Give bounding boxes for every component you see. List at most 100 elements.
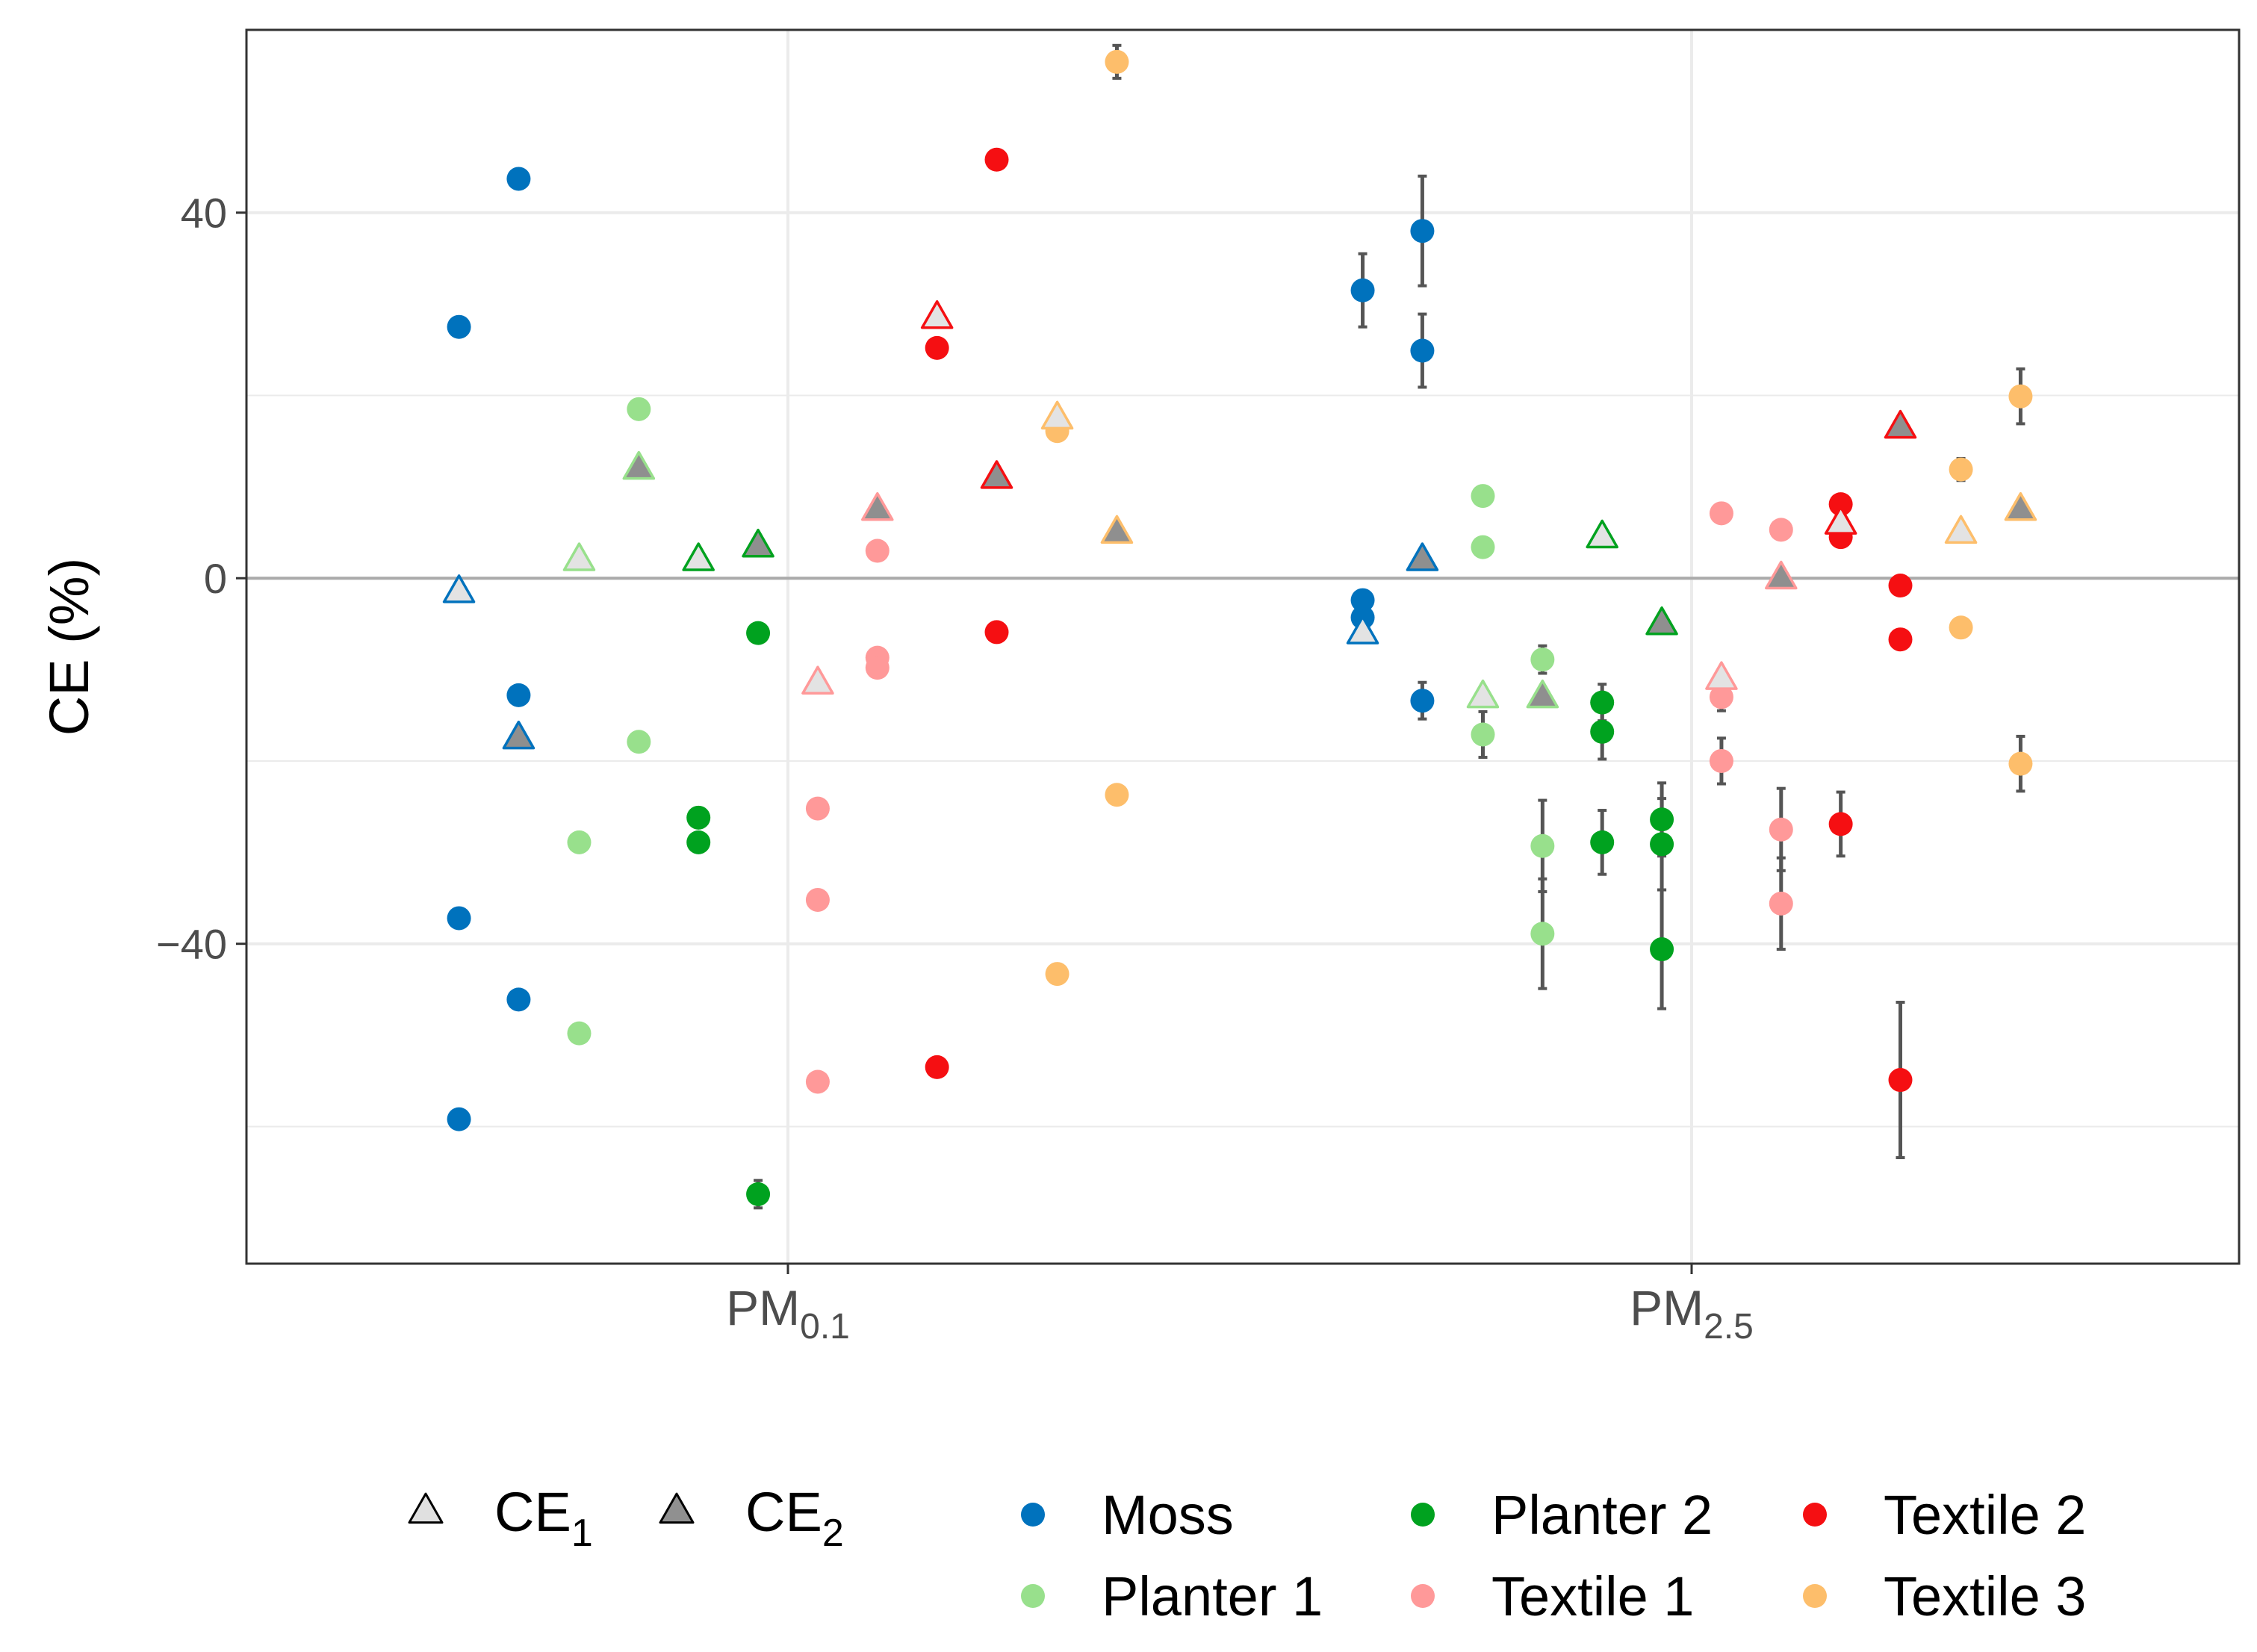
ce2-triangle-textile-3 [1100, 515, 1134, 544]
point-planter-2 [686, 830, 711, 854]
point-textile-1 [805, 796, 830, 821]
legend-textile-2-dot-icon [1803, 1503, 1827, 1527]
point-textile-3 [2008, 751, 2033, 776]
ce1-triangle-textile-1 [1705, 661, 1738, 690]
legend-ce1-triangle-icon [408, 1492, 444, 1524]
plot-panel-border [245, 28, 2241, 1265]
legend-moss-dot-icon [1021, 1503, 1045, 1527]
legend-ce2-label: CE2 [745, 1481, 844, 1555]
ce2-triangle-moss [1406, 542, 1439, 571]
point-planter-1 [567, 830, 592, 854]
point-moss [447, 1107, 471, 1131]
x-tick-label-pm01: PM0.1 [726, 1280, 850, 1347]
ce2-triangle-planter-1 [622, 450, 656, 480]
point-textile-2 [1888, 574, 1913, 598]
point-planter-2 [746, 621, 771, 645]
point-planter-2 [1590, 690, 1615, 715]
data-points [442, 49, 2037, 1206]
point-planter-1 [567, 1021, 592, 1046]
ce1-triangle-textile-3 [1040, 400, 1074, 430]
point-moss [447, 906, 471, 931]
legend-textile-2-label: Textile 2 [1884, 1484, 2086, 1546]
ce2-triangle-planter-2 [1645, 606, 1678, 636]
legend-planter-1-dot-icon [1021, 1584, 1045, 1608]
ce1-triangle-planter-2 [682, 542, 715, 571]
point-textile-2 [1828, 812, 1853, 836]
ce1-triangle-textile-2 [1824, 506, 1857, 535]
ce2-triangle-textile-2 [1884, 409, 1917, 439]
point-textile-3 [2008, 384, 2033, 409]
legend-planter-1-label: Planter 1 [1102, 1565, 1323, 1627]
ce1-triangle-planter-1 [1466, 679, 1500, 709]
point-moss [1410, 219, 1435, 243]
point-planter-1 [627, 730, 651, 754]
point-moss [506, 987, 531, 1012]
ce2-triangle-textile-2 [980, 460, 1013, 489]
point-textile-2 [1888, 1068, 1913, 1093]
point-moss [1350, 278, 1375, 302]
legend-moss-label: Moss [1102, 1484, 1234, 1546]
legend: CE1 CE2 Moss Planter 1 Planter 2 Textile 1 Tex… [408, 1481, 2086, 1627]
legend-textile-3-label: Textile 3 [1884, 1565, 2086, 1627]
point-textile-3 [1949, 615, 1973, 640]
point-textile-1 [865, 538, 890, 563]
legend-planter-2-label: Planter 2 [1491, 1484, 1713, 1546]
point-planter-2 [1590, 719, 1615, 744]
point-textile-2 [1828, 492, 1853, 517]
point-moss [1410, 689, 1435, 713]
point-textile-2 [925, 335, 949, 360]
point-textile-2 [984, 620, 1009, 645]
point-textile-2 [925, 1055, 949, 1079]
y-axis-title: CE (%) [38, 558, 100, 736]
ce1-triangle-moss [1346, 615, 1379, 645]
point-planter-1 [1530, 922, 1555, 946]
point-planter-2 [1650, 832, 1674, 857]
point-moss [506, 683, 531, 707]
point-planter-1 [627, 397, 651, 421]
point-moss [1410, 338, 1435, 363]
ce2-triangle-moss [502, 720, 535, 750]
point-textile-1 [1769, 891, 1793, 916]
point-textile-1 [1709, 748, 1733, 773]
y-tick-label: −40 [156, 921, 227, 968]
point-textile-3 [1105, 49, 1129, 74]
point-textile-3 [1045, 962, 1069, 987]
ce1-triangle-planter-1 [562, 542, 596, 571]
point-planter-2 [1590, 830, 1615, 854]
ce1-triangle-textile-3 [1944, 515, 1978, 544]
legend-textile-1-dot-icon [1411, 1584, 1435, 1608]
point-textile-3 [1949, 457, 1973, 482]
point-textile-2 [984, 147, 1009, 172]
point-moss [506, 167, 531, 191]
ce1-triangle-textile-2 [920, 300, 954, 329]
legend-textile-3-dot-icon [1803, 1584, 1827, 1608]
point-textile-1 [1709, 501, 1733, 526]
legend-ce2-triangle-icon [659, 1492, 695, 1524]
point-moss [1350, 588, 1375, 612]
point-planter-1 [1530, 833, 1555, 858]
ce2-triangle-planter-1 [1526, 679, 1559, 709]
point-planter-2 [1650, 937, 1674, 962]
point-textile-1 [1709, 685, 1733, 709]
ce2-triangle-planter-2 [742, 528, 774, 558]
point-textile-1 [1769, 817, 1793, 842]
point-planter-2 [686, 805, 711, 830]
ce1-triangle-textile-1 [801, 665, 834, 695]
legend-textile-1-label: Textile 1 [1491, 1565, 1694, 1627]
ce2-triangle-textile-3 [2004, 491, 2037, 521]
point-planter-1 [1471, 484, 1495, 509]
y-tick-label: 0 [204, 555, 227, 602]
point-planter-2 [1650, 807, 1674, 832]
legend-planter-2-dot-icon [1411, 1503, 1435, 1527]
point-textile-1 [865, 656, 890, 680]
point-textile-1 [805, 1069, 830, 1094]
point-planter-1 [1530, 648, 1555, 672]
legend-ce1-label: CE1 [494, 1481, 593, 1555]
point-textile-3 [1105, 783, 1129, 807]
point-moss [447, 314, 471, 339]
y-tick-label: 40 [181, 190, 227, 237]
ce1-triangle-planter-2 [1586, 519, 1618, 549]
point-textile-2 [1888, 627, 1913, 652]
point-textile-1 [805, 887, 830, 912]
